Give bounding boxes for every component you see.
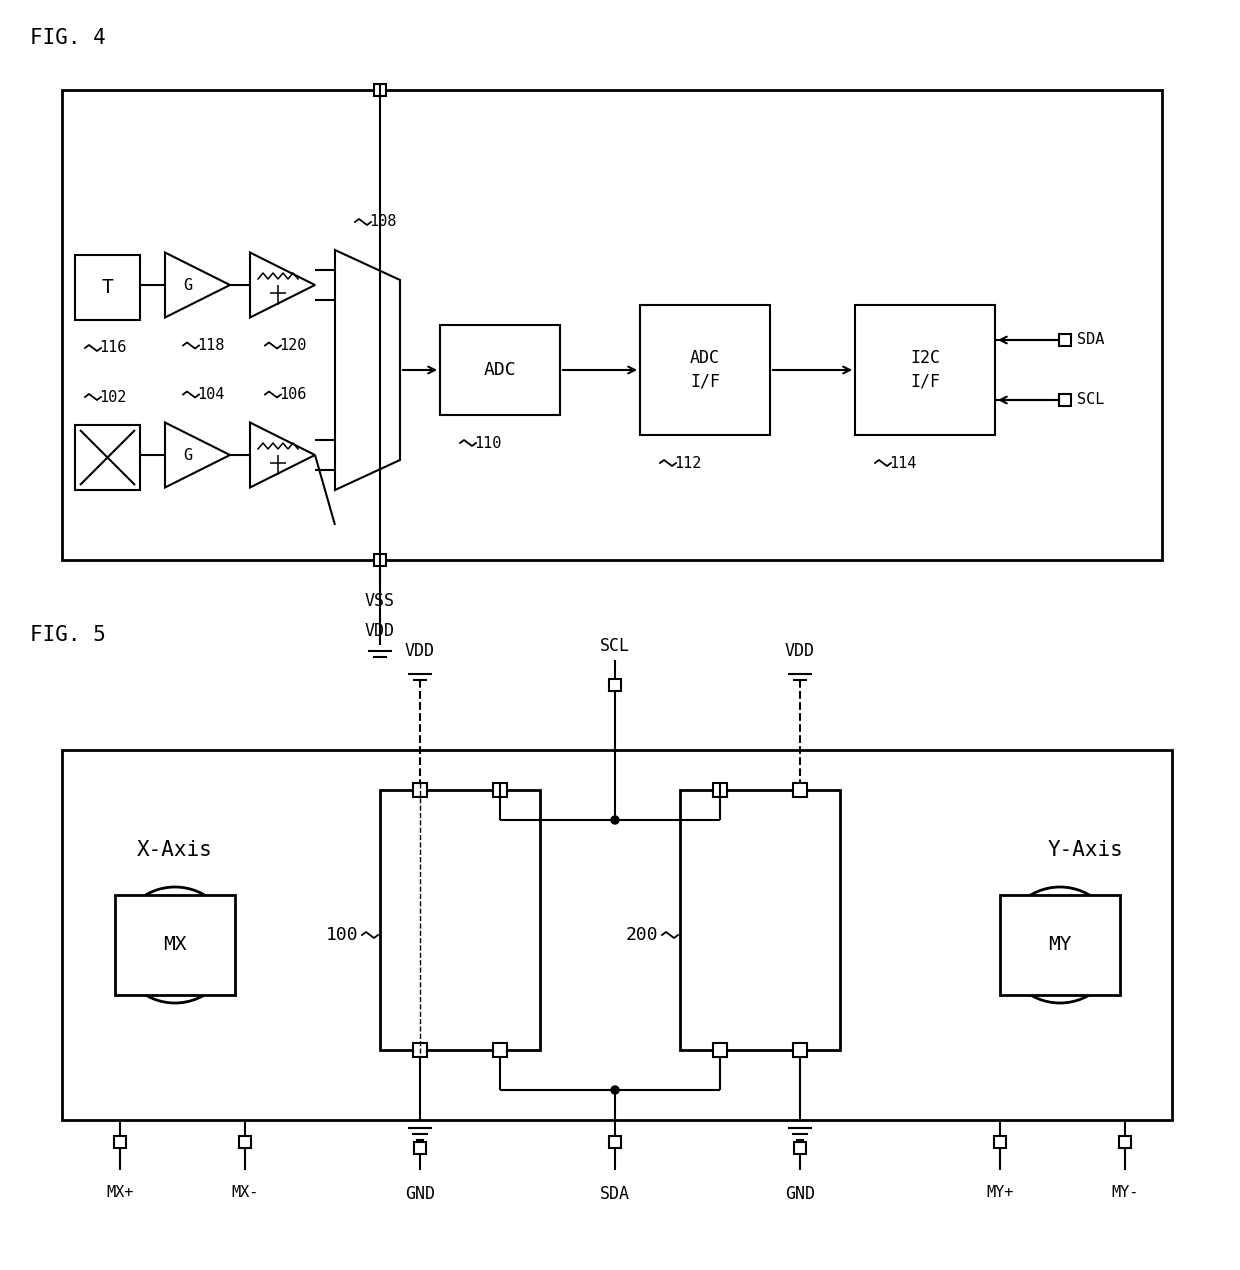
Text: I2C
I/F: I2C I/F — [910, 349, 940, 391]
Bar — [440, 325, 560, 415]
Polygon shape — [250, 423, 315, 488]
Bar — [494, 784, 507, 798]
Bar — [994, 1135, 1006, 1148]
Text: ADC: ADC — [484, 361, 516, 378]
Text: SCL: SCL — [1078, 392, 1105, 408]
Text: SCL: SCL — [600, 638, 630, 655]
Text: MX: MX — [164, 936, 187, 955]
Bar — [999, 895, 1120, 994]
Text: MX+: MX+ — [107, 1185, 134, 1200]
Circle shape — [1002, 886, 1118, 1003]
Bar — [794, 784, 807, 798]
Bar — [794, 1043, 807, 1057]
Text: 112: 112 — [675, 456, 702, 470]
Text: 110: 110 — [474, 436, 501, 451]
Text: 104: 104 — [197, 387, 224, 403]
Polygon shape — [165, 253, 229, 318]
Text: FIG. 4: FIG. 4 — [30, 28, 105, 48]
Bar — [74, 255, 140, 320]
Text: VDD: VDD — [365, 622, 396, 640]
Bar — [609, 679, 621, 691]
Text: FIG. 5: FIG. 5 — [30, 625, 105, 645]
Text: 108: 108 — [370, 215, 397, 230]
Text: MX-: MX- — [232, 1185, 259, 1200]
Bar — [1118, 1135, 1131, 1148]
Text: G: G — [184, 278, 192, 292]
Text: 100: 100 — [325, 926, 358, 944]
Bar — [713, 1043, 727, 1057]
Text: SDA: SDA — [1078, 333, 1105, 348]
Bar — [115, 895, 236, 994]
Text: G: G — [184, 447, 192, 462]
Text: VDD: VDD — [785, 643, 815, 660]
Circle shape — [611, 1086, 619, 1093]
Text: 200: 200 — [625, 926, 658, 944]
Bar — [1059, 394, 1071, 406]
Bar — [374, 554, 386, 566]
Text: MY-: MY- — [1111, 1185, 1138, 1200]
Circle shape — [611, 817, 619, 824]
Bar — [1059, 334, 1071, 345]
Text: 116: 116 — [99, 340, 126, 356]
Bar — [62, 751, 1172, 1120]
Text: GND: GND — [785, 1185, 815, 1203]
Bar — [62, 90, 1162, 560]
Text: T: T — [102, 278, 113, 297]
Text: 106: 106 — [279, 387, 306, 403]
Bar — [239, 1135, 250, 1148]
Polygon shape — [250, 253, 315, 318]
Bar — [413, 1043, 427, 1057]
Text: MY: MY — [1048, 936, 1071, 955]
Bar — [379, 790, 539, 1050]
Bar — [74, 425, 140, 490]
Text: 118: 118 — [197, 338, 224, 353]
Bar — [794, 1142, 806, 1154]
Bar — [713, 784, 727, 798]
Text: 102: 102 — [99, 390, 126, 405]
Bar — [856, 305, 994, 436]
Text: X-Axis: X-Axis — [138, 839, 213, 860]
Text: 120: 120 — [279, 338, 306, 353]
Bar — [640, 305, 770, 436]
Circle shape — [117, 886, 233, 1003]
Polygon shape — [335, 250, 401, 490]
Bar — [494, 1043, 507, 1057]
Text: ADC
I/F: ADC I/F — [689, 349, 720, 391]
Bar — [413, 784, 427, 798]
Text: GND: GND — [405, 1185, 435, 1203]
Bar — [609, 1135, 621, 1148]
Bar — [680, 790, 839, 1050]
Bar — [374, 84, 386, 97]
Text: VSS: VSS — [365, 592, 396, 610]
Bar — [114, 1135, 126, 1148]
Polygon shape — [165, 423, 229, 488]
Text: MY+: MY+ — [986, 1185, 1013, 1200]
Text: Y-Axis: Y-Axis — [1047, 839, 1123, 860]
Text: VDD: VDD — [405, 643, 435, 660]
Text: SDA: SDA — [600, 1185, 630, 1203]
Text: 114: 114 — [889, 456, 916, 470]
Bar — [414, 1142, 427, 1154]
